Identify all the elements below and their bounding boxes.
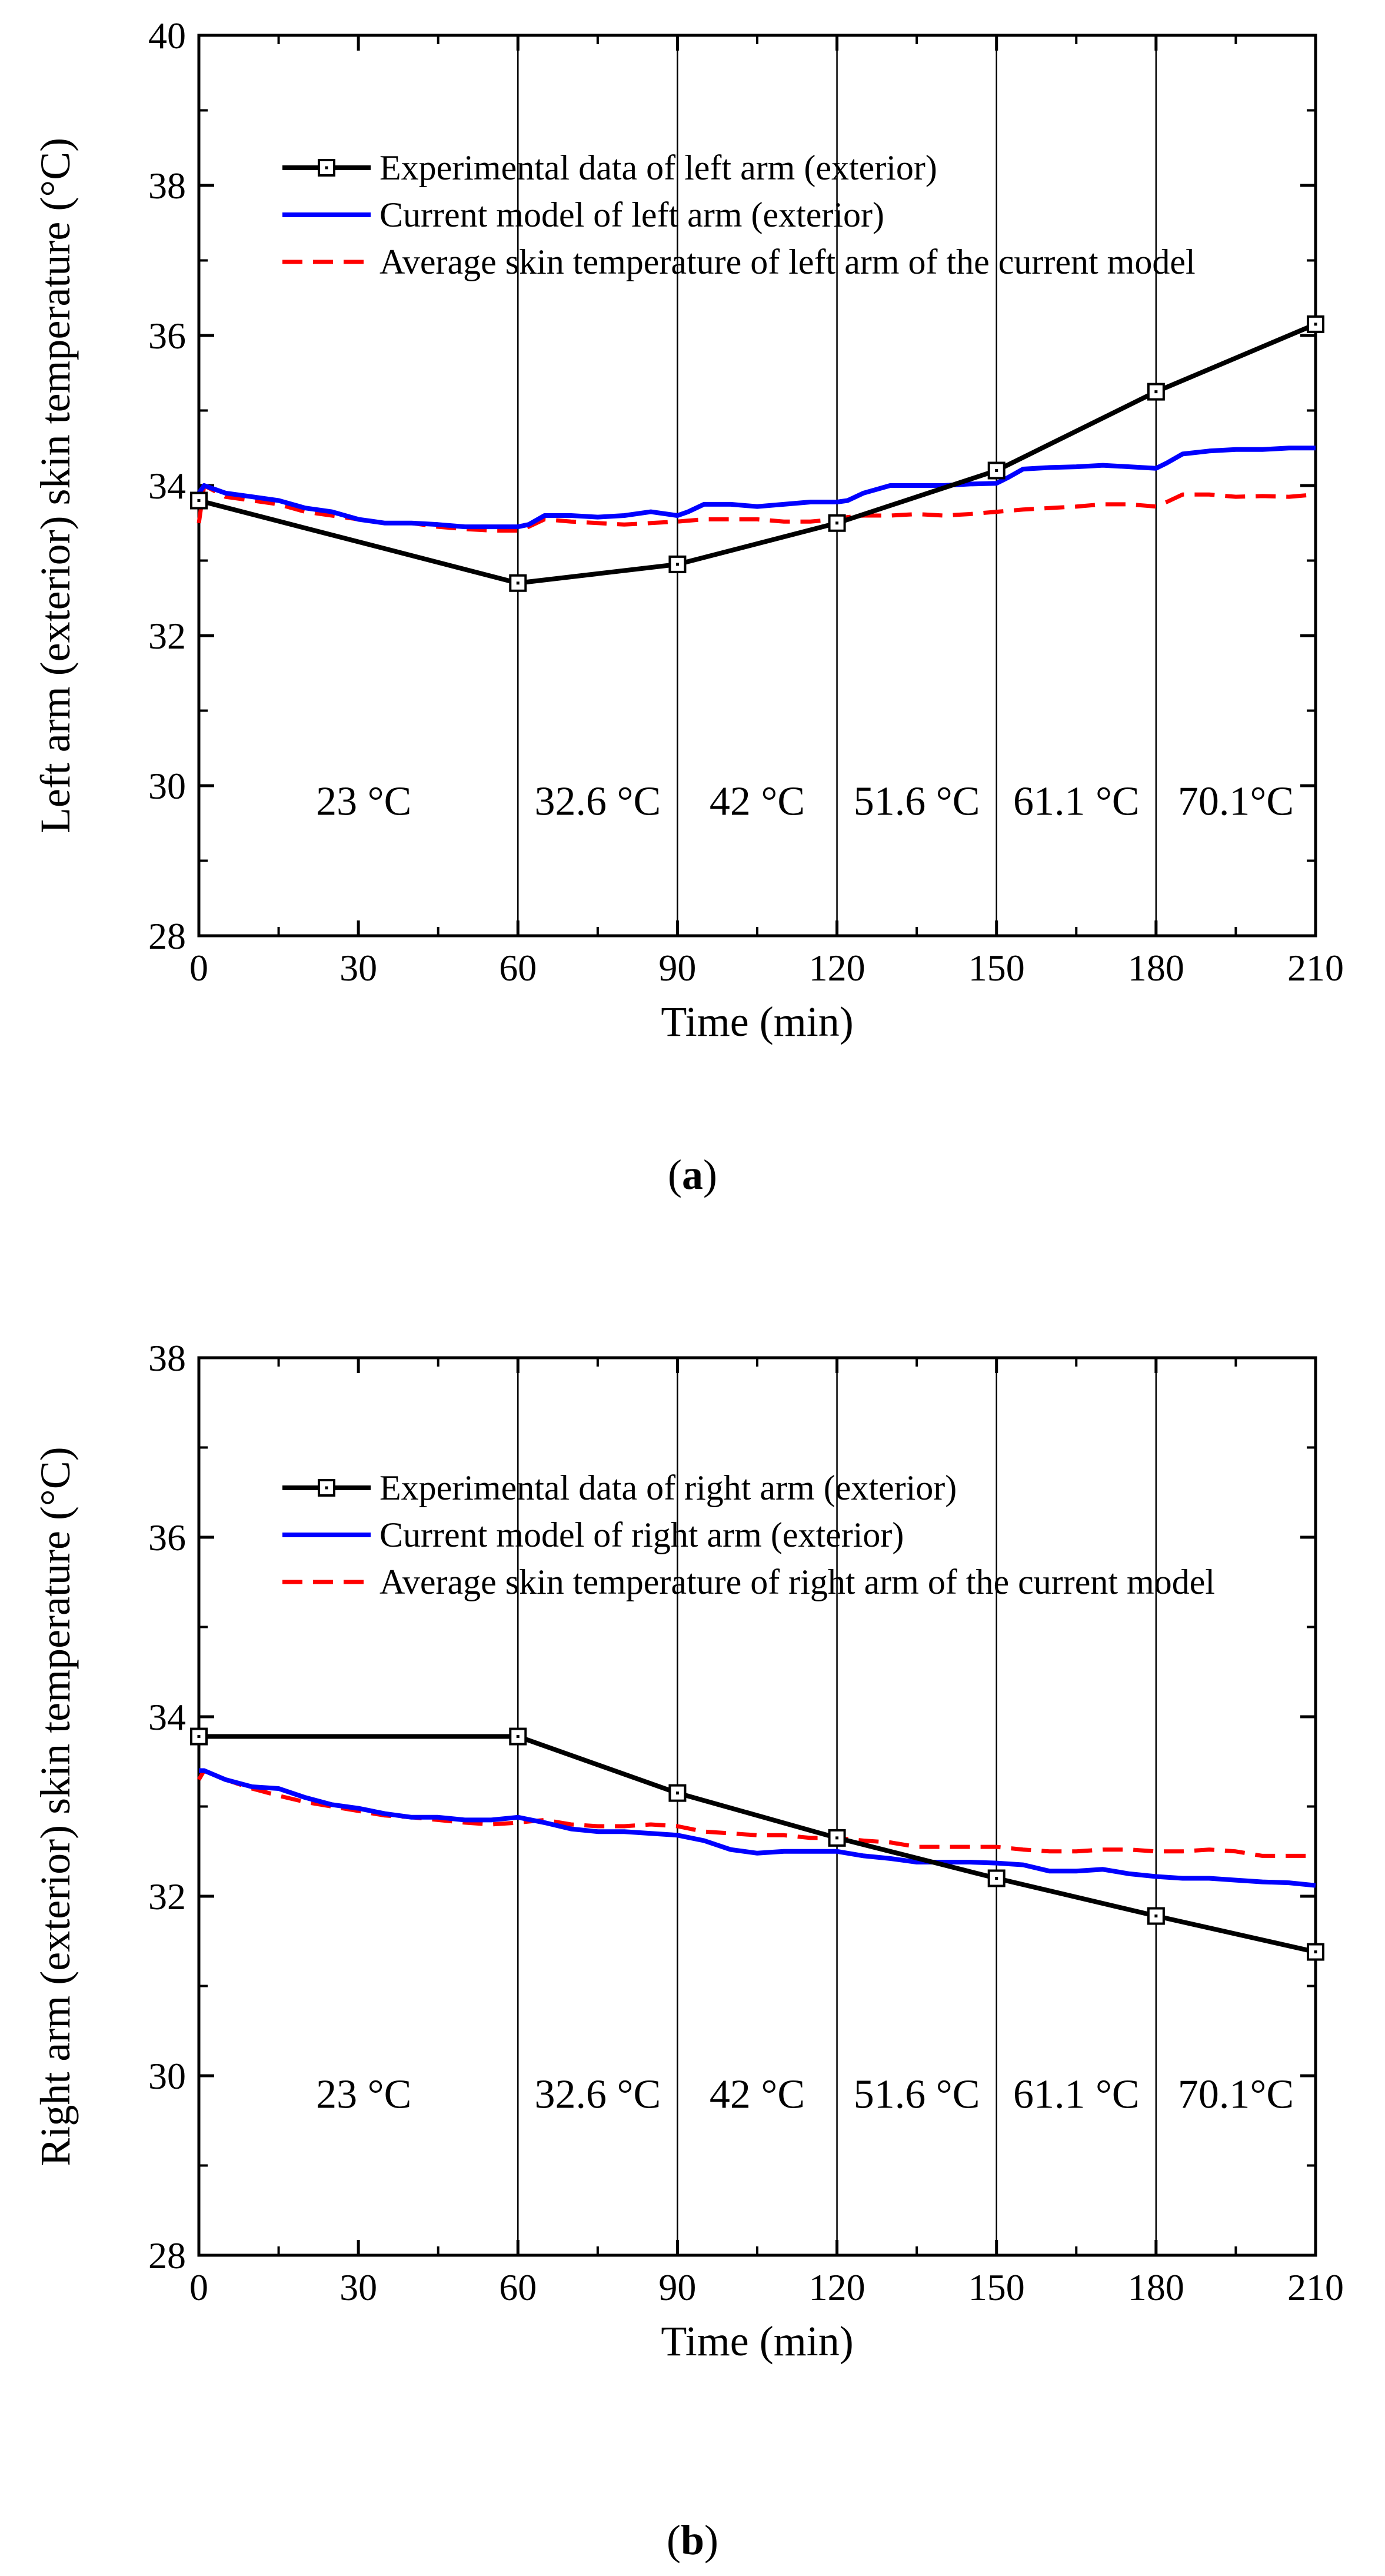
panel-b-data-point-center bbox=[995, 1877, 998, 1880]
panel-b-y-tick-label: 32 bbox=[148, 1876, 186, 1917]
panel-a-data-point-center bbox=[1314, 323, 1317, 326]
panel-b-data-point bbox=[509, 1727, 527, 1746]
panel-a-legend-label-2: Average skin temperature of left arm of … bbox=[379, 242, 1196, 281]
panel-a-legend-label-1: Current model of left arm (exterior) bbox=[379, 195, 884, 234]
panel-a-phase-label-2: 42 °C bbox=[710, 779, 805, 825]
panel-a-data-point-center bbox=[516, 581, 520, 585]
panel-a-data-point-center bbox=[835, 521, 839, 525]
panel-b-x-tick-label: 150 bbox=[968, 2266, 1025, 2308]
panel-b-x-axis-label: Time (min) bbox=[661, 2318, 853, 2365]
panel-a-x-tick-label: 210 bbox=[1287, 947, 1344, 989]
chart-panel-a: 0 30 60 90 120 150 180 210 28 30 32 34 36 38 40 Time (m… bbox=[32, 15, 1344, 1045]
panel-b-y-tick-label: 34 bbox=[148, 1696, 186, 1738]
panel-a-phase-label-4: 61.1 °C bbox=[1013, 779, 1140, 825]
panel-b-series-1-line bbox=[199, 1768, 1316, 1888]
panel-a-x-axis-label: Time (min) bbox=[661, 998, 853, 1045]
panel-b-y-axis-label: Right arm (exterior) skin temperature (°… bbox=[32, 1447, 79, 2166]
caption-a: (a) bbox=[668, 1151, 717, 1198]
panel-b-y-tick-label: 38 bbox=[148, 1337, 186, 1379]
panel-b-x-tick-label: 180 bbox=[1128, 2266, 1184, 2308]
panel-b-legend-label-2: Average skin temperature of right arm of… bbox=[379, 1563, 1215, 1601]
panel-a-data-point-center bbox=[1154, 390, 1158, 394]
panel-a-phase-label-0: 23 °C bbox=[316, 779, 411, 825]
panel-b-data-point-center bbox=[516, 1735, 520, 1739]
panel-a-x-tick-label: 150 bbox=[968, 947, 1025, 989]
panel-b-legend-label-1: Current model of right arm (exterior) bbox=[379, 1515, 904, 1554]
panel-b-data-point-center bbox=[1314, 1950, 1317, 1954]
panel-b-x-tick-label: 210 bbox=[1287, 2266, 1344, 2308]
panel-b-phase-label-5: 70.1°C bbox=[1178, 2072, 1294, 2118]
panel-a-legend-label-0: Experimental data of left arm (exterior) bbox=[379, 148, 937, 187]
panel-b-phase-label-0: 23 °C bbox=[316, 2072, 411, 2118]
panel-a-data-point-center bbox=[675, 563, 679, 566]
panel-a-y-tick-label: 32 bbox=[148, 615, 186, 657]
panel-a-phase-label-5: 70.1°C bbox=[1178, 779, 1294, 825]
panel-a-y-tick-label: 34 bbox=[148, 465, 186, 507]
panel-b-phase-label-2: 42 °C bbox=[710, 2072, 805, 2118]
panel-b-x-tick-label: 30 bbox=[339, 2266, 377, 2308]
panel-a-x-tick-label: 180 bbox=[1128, 947, 1184, 989]
panel-a-y-axis-label: Left arm (exterior) skin temperature (°C… bbox=[32, 138, 79, 833]
panel-a-y-tick-label: 40 bbox=[148, 15, 186, 56]
panel-a-data-point-center bbox=[995, 469, 998, 472]
panel-a-phase-label-3: 51.6 °C bbox=[854, 779, 980, 825]
panel-a-y-tick-label: 38 bbox=[148, 165, 186, 207]
panel-b-series-2-line bbox=[197, 1769, 1316, 1858]
panel-b-x-tick-label: 90 bbox=[658, 2266, 696, 2308]
panel-a-phase-label-1: 32.6 °C bbox=[535, 779, 661, 825]
panel-b-data-point-center bbox=[675, 1791, 679, 1795]
panel-b-data-point-center bbox=[835, 1836, 839, 1840]
panel-a-series-0-line bbox=[198, 322, 1317, 586]
panel-a-y-tick-label: 36 bbox=[148, 315, 186, 357]
panel-b-x-tick-label: 120 bbox=[809, 2266, 865, 2308]
panel-a-x-tick-label: 60 bbox=[499, 947, 537, 989]
panel-a-data-point-center bbox=[197, 499, 201, 502]
panel-b-y-tick-label: 28 bbox=[148, 2235, 186, 2276]
panel-a-x-tick-label: 0 bbox=[189, 947, 208, 989]
panel-b-legend-label-0: Experimental data of right arm (exterior… bbox=[379, 1468, 957, 1507]
panel-b-phase-label-1: 32.6 °C bbox=[535, 2072, 661, 2118]
caption-b: (b) bbox=[667, 2517, 718, 2564]
panel-a-x-tick-label: 90 bbox=[658, 947, 696, 989]
panel-a-y-tick-label: 28 bbox=[148, 915, 186, 957]
panel-b-data-point-center bbox=[197, 1735, 201, 1739]
panel-a-series-1-line bbox=[197, 446, 1316, 530]
panel-b-data-point-center bbox=[1154, 1914, 1158, 1918]
panel-b-legend-marker-center bbox=[325, 1486, 328, 1490]
chart-panel-b: 0 30 60 90 120 150 180 210 28 30 32 34 36 38 Time (min… bbox=[32, 1337, 1344, 2365]
panel-b-phase-label-3: 51.6 °C bbox=[854, 2072, 980, 2118]
panel-a-x-tick-label: 30 bbox=[339, 947, 377, 989]
panel-a-x-tick-label: 120 bbox=[809, 947, 865, 989]
panel-b-x-tick-label: 60 bbox=[499, 2266, 537, 2308]
panel-a-y-tick-label: 30 bbox=[148, 765, 186, 807]
panel-a-legend-marker-center bbox=[325, 166, 328, 169]
panel-b-y-tick-label: 36 bbox=[148, 1517, 186, 1558]
panel-b-x-tick-label: 0 bbox=[189, 2266, 208, 2308]
panel-b-y-tick-label: 30 bbox=[148, 2055, 186, 2097]
panel-b-phase-label-4: 61.1 °C bbox=[1013, 2072, 1140, 2118]
